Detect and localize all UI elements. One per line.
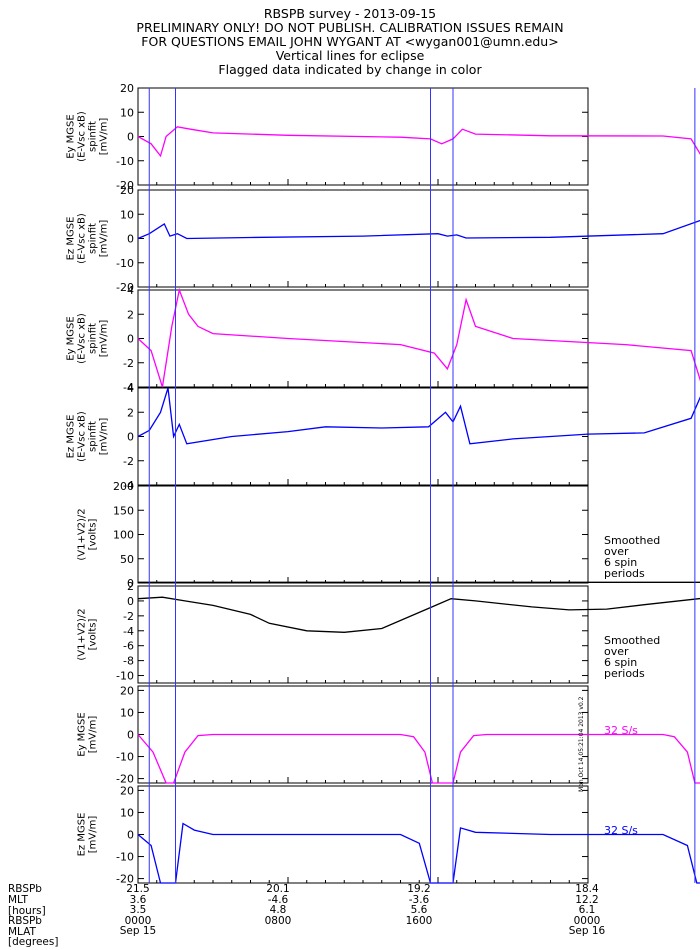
y-tick-label-4-4: -2 bbox=[123, 455, 134, 468]
bottom-column-2: 20.1 -4.6 4.8 0800 bbox=[264, 883, 292, 927]
y-tick-label-3-5: -4 bbox=[123, 381, 134, 394]
y-tick-label-8-1: 20 bbox=[120, 784, 134, 797]
y-tick-label-2-4: -10 bbox=[116, 257, 134, 270]
series-line-3 bbox=[137, 287, 700, 388]
y-tick-label-6-6: -8 bbox=[123, 655, 134, 668]
y-axis-label-8: Ez MGSE[mV/m] bbox=[77, 813, 99, 857]
y-tick-label-6-2: 0 bbox=[127, 595, 134, 608]
right-annotation-6: Smoothed over 6 spin periods bbox=[604, 634, 660, 680]
y-tick-label-6-1: 2 bbox=[127, 580, 134, 593]
y-axis-label-4: Ez MGSE(E-Vsc xB)spinfit[mV/m] bbox=[66, 411, 110, 462]
y-tick-label-4-5: -4 bbox=[123, 479, 134, 492]
title-line-5: Flagged data indicated by change in colo… bbox=[218, 62, 482, 77]
series-line-6 bbox=[137, 596, 700, 633]
y-tick-label-8-2: 10 bbox=[120, 806, 134, 819]
y-tick-label-5-3: 100 bbox=[113, 529, 134, 542]
panel-frame-4 bbox=[137, 387, 589, 486]
title-line-4: Vertical lines for eclipse bbox=[275, 48, 425, 63]
y-tick-label-3-1: 4 bbox=[127, 284, 134, 297]
y-tick-label-4-1: 4 bbox=[127, 382, 134, 395]
y-tick-label-6-4: -4 bbox=[123, 625, 134, 638]
row-label-rbspb: RBSPb bbox=[8, 883, 42, 895]
y-tick-label-2-5: -20 bbox=[116, 281, 134, 294]
y-tick-label-7-3: 0 bbox=[127, 729, 134, 742]
title-line-2: PRELIMINARY ONLY! DO NOT PUBLISH. CALIBR… bbox=[136, 20, 564, 35]
y-tick-label-7-1: 20 bbox=[120, 684, 134, 697]
y-tick-label-7-2: 10 bbox=[120, 706, 134, 719]
row-label-degrees: [degrees] bbox=[8, 936, 59, 948]
title-line-1: RBSPB survey - 2013-09-15 bbox=[263, 6, 437, 21]
bottom-column-3: 19.2 -3.6 5.6 1600 bbox=[405, 883, 433, 927]
y-tick-label-8-5: -20 bbox=[116, 873, 134, 886]
y-tick-label-1-1: 20 bbox=[120, 82, 134, 95]
title-line-3: FOR QUESTIONS EMAIL JOHN WYGANT AT <wyga… bbox=[141, 34, 559, 49]
bottom-column-4: 18.4 12.2 6.1 0000 Sep 16 bbox=[568, 883, 606, 938]
y-tick-label-3-2: 2 bbox=[127, 308, 134, 321]
series-line-4 bbox=[137, 387, 700, 445]
row-label-mlt: MLT bbox=[8, 894, 28, 906]
right-annotation-8: 32 S/s bbox=[604, 824, 638, 837]
y-tick-label-5-5: 0 bbox=[127, 577, 134, 590]
row-label-hours: [hours] bbox=[8, 905, 46, 917]
series-line-1 bbox=[137, 126, 700, 158]
y-tick-label-3-4: -2 bbox=[123, 357, 134, 370]
panel-frame-5 bbox=[137, 485, 589, 584]
y-tick-label-6-7: -10 bbox=[116, 670, 134, 683]
y-tick-label-2-1: 20 bbox=[120, 184, 134, 197]
right-annotation-7: 32 S/s bbox=[604, 724, 638, 737]
y-tick-label-2-3: 0 bbox=[127, 233, 134, 246]
series-line-8 bbox=[137, 822, 700, 884]
bottom-column-1: 21.5 3.6 3.5 0000 Sep 15 bbox=[119, 883, 157, 938]
panel-frame-6 bbox=[137, 585, 589, 684]
y-tick-label-7-5: -20 bbox=[116, 773, 134, 786]
series-line-7 bbox=[137, 733, 700, 784]
y-tick-label-1-2: 10 bbox=[120, 106, 134, 119]
y-tick-label-8-3: 0 bbox=[127, 829, 134, 842]
row-label-mlat: MLAT bbox=[8, 926, 36, 938]
y-tick-label-7-4: -10 bbox=[116, 751, 134, 764]
y-axis-label-5: (V1+V2)/2[volts] bbox=[77, 508, 99, 560]
y-tick-label-5-4: 50 bbox=[120, 553, 134, 566]
timestamp-stamp: Mon Oct 14 05:21:04 2013 v0.2 bbox=[578, 696, 585, 792]
y-axis-label-2: Ez MGSE(E-Vsc xB)spinfit[mV/m] bbox=[66, 213, 110, 264]
y-tick-label-1-3: 0 bbox=[127, 131, 134, 144]
y-axis-label-3: Ey MGSE(E-Vsc xB)spinfit[mV/m] bbox=[66, 313, 110, 364]
y-tick-label-3-3: 0 bbox=[127, 333, 134, 346]
y-axis-label-7: Ey MGSE[mV/m] bbox=[77, 712, 99, 756]
y-tick-label-2-2: 10 bbox=[120, 208, 134, 221]
y-tick-label-5-1: 200 bbox=[113, 480, 134, 493]
y-tick-label-4-3: 0 bbox=[127, 431, 134, 444]
y-tick-label-6-3: -2 bbox=[123, 610, 134, 623]
y-tick-label-1-4: -10 bbox=[116, 155, 134, 168]
y-axis-label-6: (V1+V2)/2[volts] bbox=[77, 608, 99, 660]
y-tick-label-5-2: 150 bbox=[113, 504, 134, 517]
y-tick-label-6-5: -6 bbox=[123, 640, 134, 653]
y-tick-label-8-4: -10 bbox=[116, 851, 134, 864]
y-axis-label-1: Ey MGSE(E-Vsc xB)spinfit[mV/m] bbox=[66, 111, 110, 162]
right-annotation-5: Smoothed over 6 spin periods bbox=[604, 534, 660, 580]
y-tick-label-4-2: 2 bbox=[127, 406, 134, 419]
y-tick-label-1-5: -20 bbox=[116, 179, 134, 192]
row-label-rbspb-2: RBSPb bbox=[8, 915, 42, 927]
series-line-2 bbox=[137, 219, 700, 240]
